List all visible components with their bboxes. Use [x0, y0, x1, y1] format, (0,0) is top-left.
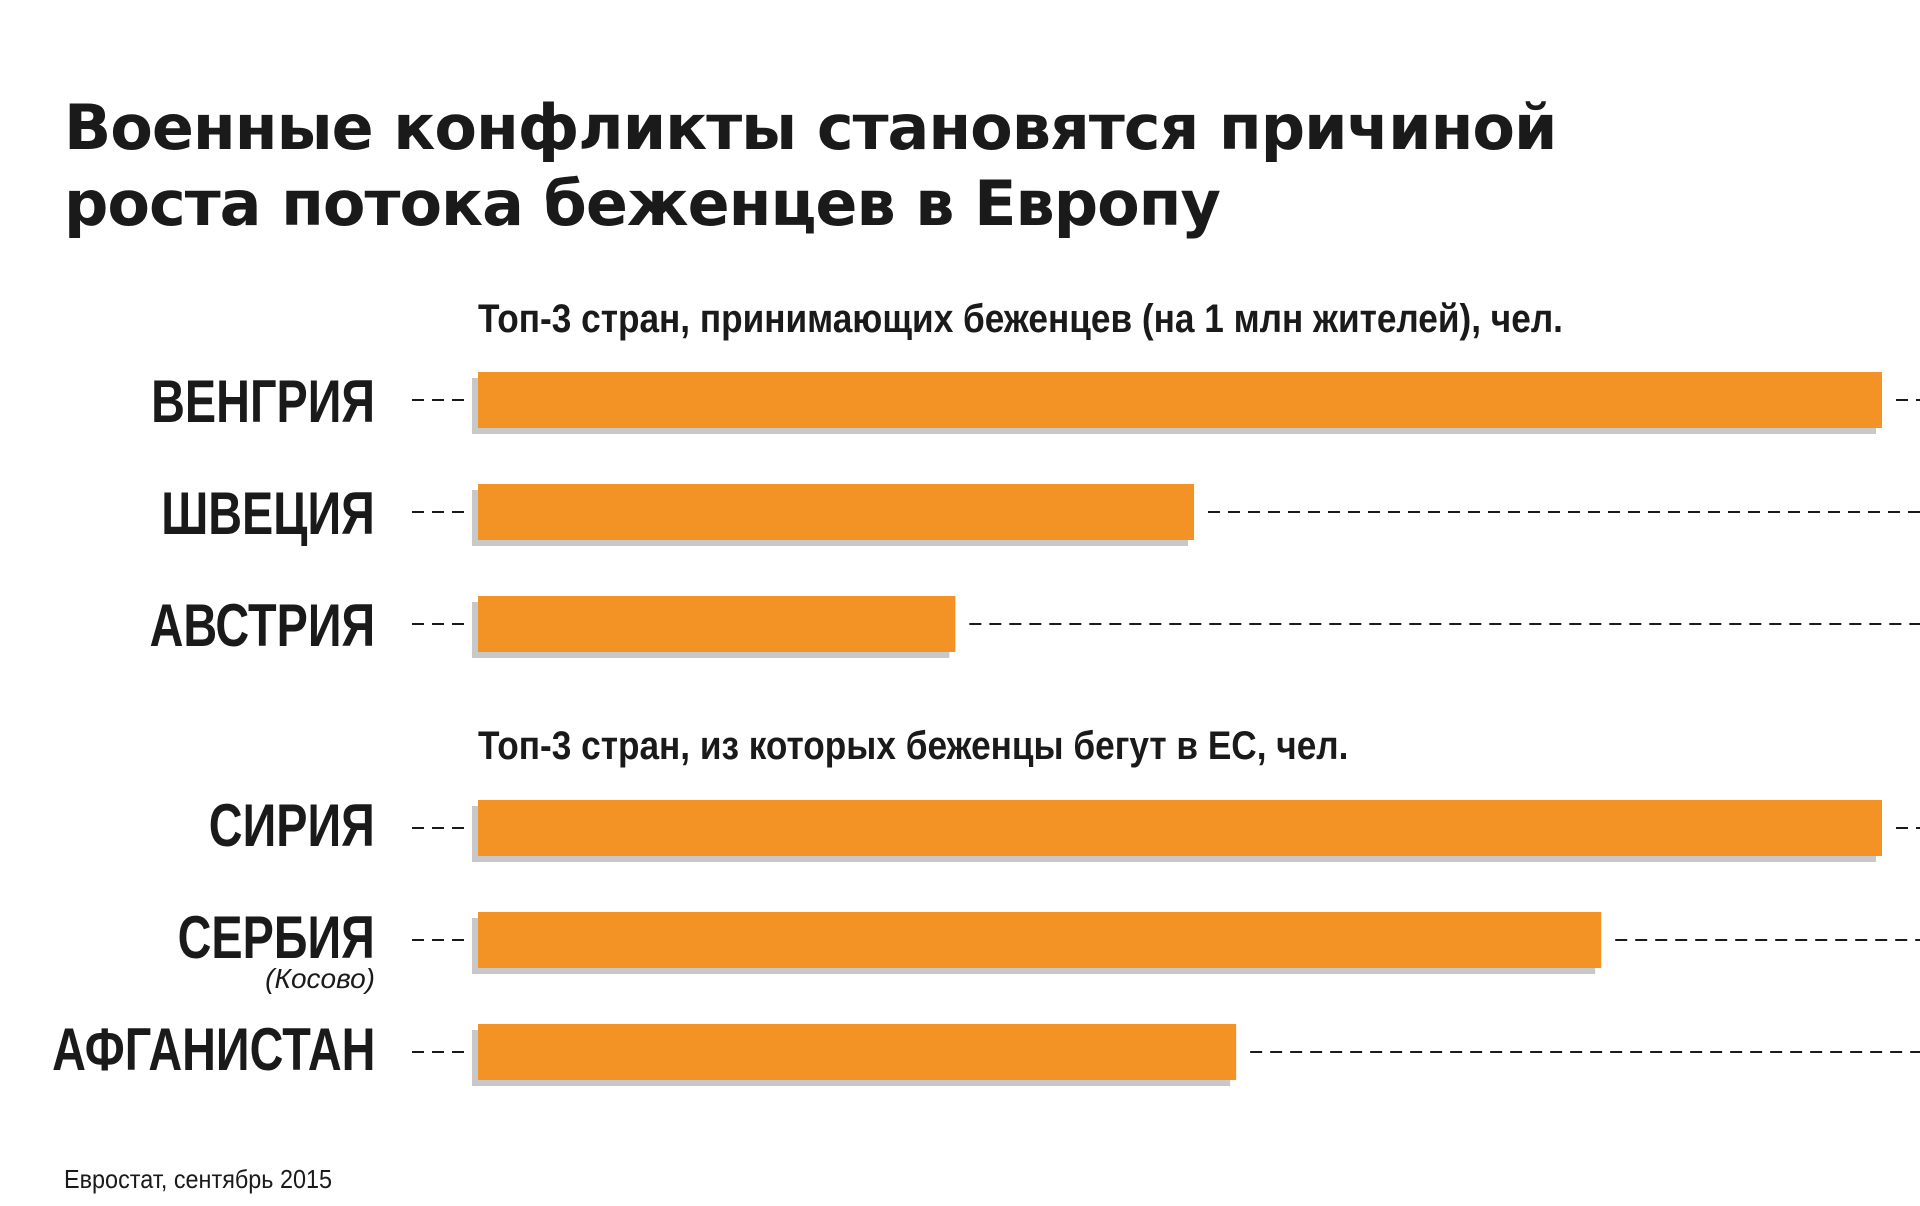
- title-line-1: Военные конфликты становятся причиной: [64, 91, 1557, 164]
- chart-title: Военные конфликты становятся причиной ро…: [64, 90, 1864, 242]
- category-label-afghanistan: АФГАНИСТАН: [51, 1016, 375, 1083]
- source-note: Евростат, сентябрь 2015: [64, 1164, 333, 1194]
- title-line-2: роста потока беженцев в Европу: [64, 167, 1221, 240]
- chart-2-subtitle: Топ-3 стран, из которых беженцы бегут в …: [478, 724, 1349, 768]
- bar-sweden: [478, 484, 1195, 540]
- bar-austria: [478, 596, 956, 652]
- bar-hungary: [478, 372, 1882, 428]
- bar-serbia: [478, 912, 1602, 968]
- bar-syria: [478, 800, 1882, 856]
- category-label-sweden: ШВЕЦИЯ: [161, 480, 375, 547]
- category-label-syria: СИРИЯ: [209, 792, 375, 859]
- category-label-austria: АВСТРИЯ: [149, 592, 375, 659]
- category-label-hungary: ВЕНГРИЯ: [151, 368, 375, 435]
- bar-afghanistan: [478, 1024, 1237, 1080]
- category-label-serbia: СЕРБИЯ: [177, 904, 375, 971]
- category-note-kosovo: (Косово): [265, 963, 375, 994]
- chart-1-subtitle: Топ-3 стран, принимающих беженцев (на 1 …: [478, 297, 1563, 341]
